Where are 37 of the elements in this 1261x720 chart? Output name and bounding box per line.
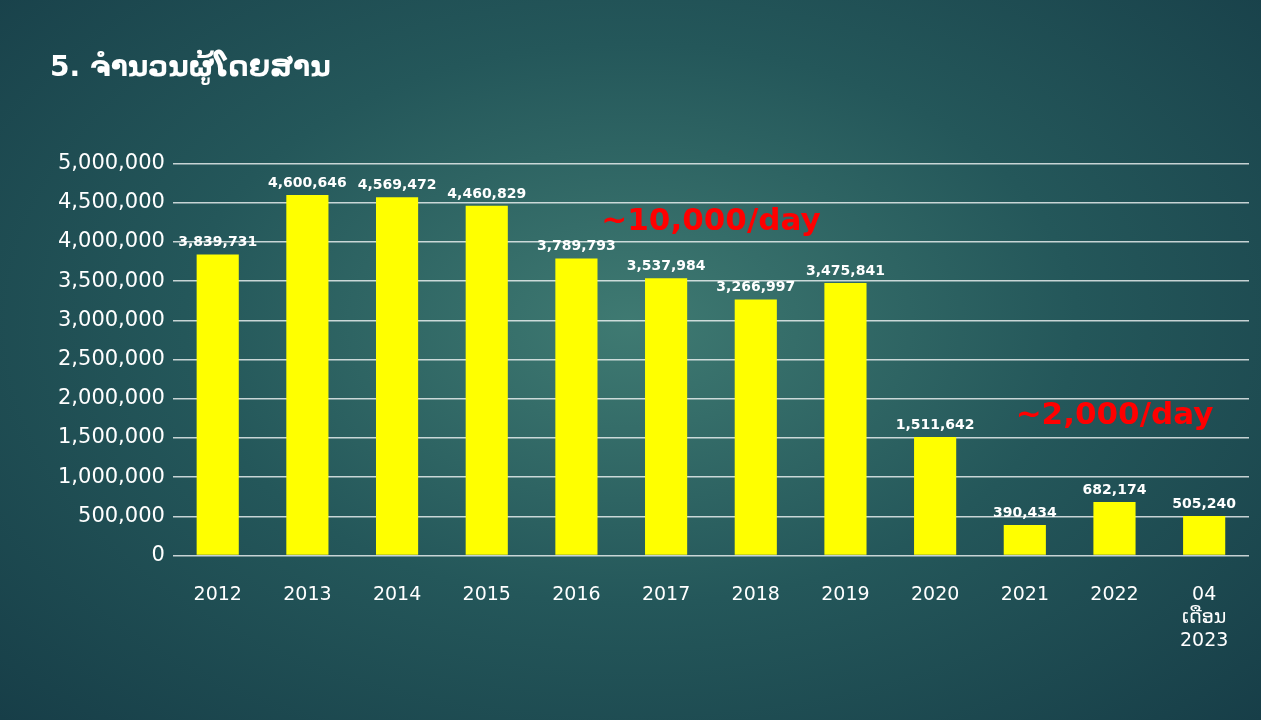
x-tick-label: 2021 (1000, 581, 1049, 604)
data-label: 4,600,646 (267, 173, 347, 190)
x-tick-label: 2012 (193, 581, 242, 604)
annotation: ~10,000/day (601, 201, 821, 238)
y-tick-label: 5,000,000 (57, 150, 165, 175)
y-tick-label: 3,500,000 (57, 267, 165, 292)
x-tick-label: 2020 (910, 581, 960, 604)
data-label: 4,460,829 (447, 184, 527, 201)
data-label: 3,789,793 (537, 237, 616, 254)
data-label: 1,511,642 (895, 415, 975, 432)
data-label: 505,240 (1172, 494, 1237, 511)
x-tick-label: 2014 (372, 581, 422, 604)
x-tick-label: 2015 (462, 581, 511, 604)
annotation: ~2,000/day (1015, 395, 1214, 432)
x-tick-label: 2017 (641, 581, 691, 604)
x-tick-label: 04 ເດືອນ 2023 (1179, 581, 1229, 650)
x-tick-label: 2022 (1090, 581, 1139, 604)
x-tick-label: 2013 (283, 581, 332, 604)
data-label: 3,475,841 (806, 261, 885, 278)
y-tick-label: 1,000,000 (57, 463, 165, 488)
y-tick-label: 1,500,000 (57, 424, 165, 449)
y-tick-label: 0 (151, 542, 165, 567)
data-label: 390,434 (992, 503, 1057, 520)
x-tick-label: 2018 (731, 581, 780, 604)
data-label: 3,537,984 (626, 256, 706, 273)
y-tick-label: 500,000 (78, 502, 165, 527)
y-tick-label: 4,500,000 (57, 189, 165, 214)
data-label: 682,174 (1082, 480, 1147, 497)
x-tick-label: 2016 (552, 581, 601, 604)
y-tick-label: 2,000,000 (57, 385, 165, 410)
data-label: 4,569,472 (357, 175, 437, 192)
chart-title: 5. ຈຳນວນຜູ້ໂດຍສານ (50, 49, 331, 86)
data-label: 3,266,997 (716, 278, 796, 295)
y-tick-label: 4,000,000 (57, 228, 165, 253)
y-tick-label: 3,000,000 (57, 306, 165, 331)
y-tick-label: 2,500,000 (57, 346, 165, 371)
x-tick-label: 2019 (821, 581, 870, 604)
